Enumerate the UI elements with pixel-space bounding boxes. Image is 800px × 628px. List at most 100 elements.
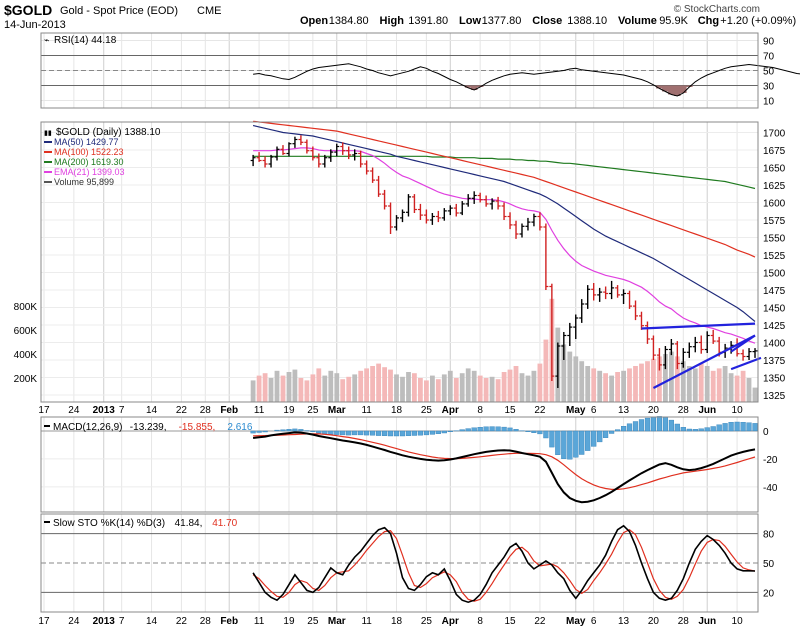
volume-tick-label: 600K <box>14 326 38 337</box>
price-legend-item: MA(50) 1429.77 <box>54 137 119 147</box>
ohlc-bar <box>501 202 507 220</box>
volume-bar <box>728 373 734 402</box>
volume-bar <box>412 373 417 402</box>
x-tick-label: 15 <box>504 616 516 627</box>
x-tick-label: 11 <box>254 405 265 416</box>
price-tick-label: 1700 <box>763 129 786 140</box>
volume-bar <box>441 374 447 402</box>
volume-bar <box>483 378 489 402</box>
volume-tick-label: 200K <box>14 374 38 385</box>
x-tick-label: Jun <box>698 616 716 627</box>
trendline <box>652 334 756 389</box>
volume-bar <box>633 366 638 402</box>
rsi-tick-label: 30 <box>763 82 775 93</box>
ohlc-bar <box>453 203 459 217</box>
x-tick-label: May <box>566 405 586 416</box>
macd-hist-bar <box>668 419 675 432</box>
macd-hist-bar <box>250 430 256 434</box>
macd-tick-label: 0 <box>763 427 769 438</box>
ohlc-bar <box>352 149 358 161</box>
ohlc-bar <box>370 167 376 183</box>
macd-hist-bar <box>280 429 286 432</box>
ohlc-bar <box>310 146 316 161</box>
volume-bar <box>250 380 256 402</box>
x-tick-label: 17 <box>38 405 50 416</box>
ohlc-bar <box>346 146 352 160</box>
macd-legend-item: 2.616 <box>227 422 252 433</box>
macd-hist-bar <box>262 430 268 433</box>
volume-bar <box>752 387 758 402</box>
macd-line <box>252 431 756 504</box>
ohlc-bar <box>603 286 609 300</box>
macd-hist-bar <box>615 429 621 432</box>
ohlc-bar <box>638 311 644 330</box>
macd-hist-bar <box>585 430 591 451</box>
macd-hist-bar <box>692 429 698 432</box>
volume-bar <box>591 368 597 402</box>
x-tick-label: Feb <box>220 405 238 416</box>
volume-bar <box>680 361 686 402</box>
macd-hist-bar <box>662 416 669 432</box>
macd-hist-bar <box>698 428 704 432</box>
ohlc-bar <box>662 346 668 370</box>
price-tick-label: 1525 <box>763 251 786 262</box>
volume-bar <box>615 372 620 402</box>
ohlc-bar <box>597 287 603 302</box>
volume-bar <box>268 378 274 402</box>
volume-bar <box>573 356 579 402</box>
volume-bar <box>674 356 680 402</box>
price-tick-label: 1550 <box>763 234 786 245</box>
macd-hist-bar <box>477 427 483 432</box>
macd-hist-bar <box>382 430 388 437</box>
ohlc-bar <box>615 285 621 298</box>
macd-hist-bar <box>656 416 663 432</box>
sto-legend-item: 41.70 <box>212 518 237 529</box>
quote-value: 95.9K <box>659 15 688 27</box>
ohlc-bar <box>280 145 286 155</box>
macd-hist-bar <box>465 428 471 432</box>
x-tick-label: 14 <box>146 405 158 416</box>
x-tick-label: 24 <box>68 616 80 627</box>
ohlc-bar <box>573 314 579 339</box>
volume-bar <box>304 380 310 402</box>
macd-hist-bar <box>501 426 507 432</box>
trendline <box>730 334 756 353</box>
volume-bar <box>358 370 364 402</box>
price-tick-label: 1400 <box>763 339 786 350</box>
x-tick-label: 11 <box>361 616 372 627</box>
x-tick-label: Mar <box>328 405 346 416</box>
volume-bar <box>262 373 268 402</box>
macd-hist-bar <box>728 422 734 432</box>
price-tick-label: 1500 <box>763 269 786 280</box>
ohlc-bar <box>459 201 465 216</box>
x-tick-label: 25 <box>307 616 319 627</box>
volume-bar <box>704 366 710 402</box>
volume-bar <box>274 370 280 402</box>
macd-hist-bar <box>549 430 555 448</box>
macd-hist-bar <box>609 430 615 434</box>
ohlc-bar <box>507 212 513 230</box>
macd-hist-bar <box>447 430 453 433</box>
macd-hist-bar <box>423 430 430 436</box>
volume-bar <box>722 366 728 402</box>
macd-hist-bar <box>704 427 710 432</box>
macd-legend-item: MACD(12,26,9) <box>53 422 122 433</box>
macd-hist-bar <box>638 419 645 432</box>
volume-bar <box>686 366 692 402</box>
macd-hist-bar <box>316 430 322 434</box>
ohlc-bar <box>274 146 280 161</box>
macd-hist-bar <box>579 430 585 455</box>
ohlc-bar <box>680 348 686 368</box>
ohlc-bar <box>322 154 328 168</box>
x-tick-label: Mar <box>328 616 346 627</box>
price-legend-glyph: ▮▮ <box>44 130 52 137</box>
volume-bar <box>477 375 483 402</box>
ohlc-bar <box>650 335 656 360</box>
macd-hist-bar <box>597 430 603 443</box>
macd-hist-bar <box>310 430 316 433</box>
x-tick-label: 22 <box>176 616 188 627</box>
volume-bar <box>537 363 543 402</box>
macd-hist-bar <box>441 430 447 434</box>
price-legend-item: Volume 95,899 <box>54 177 114 187</box>
